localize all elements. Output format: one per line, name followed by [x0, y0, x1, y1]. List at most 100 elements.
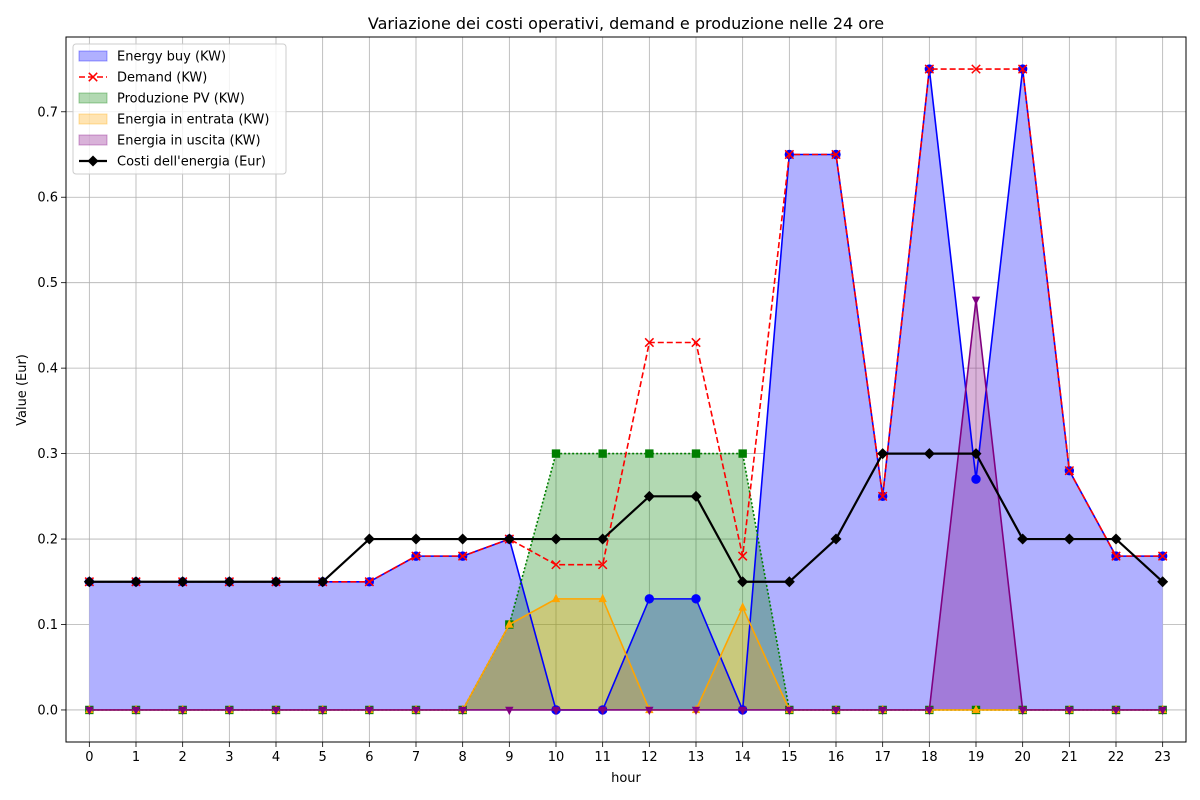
data-point	[505, 706, 514, 716]
x-tick-label: 18	[921, 750, 938, 765]
x-tick-label: 22	[1108, 750, 1125, 765]
y-axis: 0.0 0.1 0.2 0.3 0.4 0.5 0.6 0.7	[37, 105, 66, 718]
data-point	[737, 551, 748, 561]
data-point	[785, 706, 794, 716]
y-tick-label: 0.6	[37, 191, 58, 206]
data-point	[458, 706, 467, 716]
marker-x-stroke	[411, 551, 421, 561]
data-point	[411, 706, 421, 716]
data-point	[551, 559, 561, 570]
series-area	[89, 453, 1163, 710]
data-point	[691, 706, 701, 716]
x-tick-label: 16	[828, 750, 845, 765]
y-tick-label: 0.1	[37, 618, 58, 633]
data-point	[598, 593, 607, 603]
data-point	[317, 576, 329, 588]
marker-x-stroke	[831, 149, 841, 160]
marker-x-stroke	[364, 577, 375, 587]
data-point	[1111, 706, 1121, 716]
y-tick-label: 0.4	[37, 362, 58, 377]
data-point	[830, 533, 842, 545]
data-point	[878, 706, 887, 716]
data-point	[363, 533, 375, 545]
x-tick-label: 3	[225, 750, 233, 765]
x-tick-label: 6	[365, 750, 373, 765]
legend-item: Costi dell'energia (Eur)	[79, 155, 266, 170]
data-point	[410, 533, 422, 545]
marker-x-stroke	[1157, 551, 1168, 561]
data-point	[598, 706, 607, 716]
legend-label: Energy buy (KW)	[117, 50, 226, 65]
data-point	[1065, 706, 1074, 716]
marker-x-stroke	[877, 491, 888, 502]
legend-label: Produzione PV (KW)	[117, 92, 245, 107]
chart-title: Variazione dei costi operativi, demand e…	[368, 14, 884, 33]
data-point	[131, 706, 141, 716]
series-line	[89, 299, 1163, 711]
data-point	[223, 576, 235, 588]
x-tick-label: 4	[272, 750, 280, 765]
marker-x-stroke	[1017, 64, 1028, 74]
data-point	[1017, 533, 1029, 545]
legend-label: Costi dell'energia (Eur)	[117, 155, 266, 170]
x-tick-label: 12	[641, 750, 658, 765]
legend-item: Energy buy (KW)	[78, 50, 226, 65]
data-point	[551, 593, 561, 603]
legend: Energy buy (KW) Demand (KW) Produzione PV …	[72, 43, 287, 175]
legend-item: Energia in entrata (KW)	[78, 113, 269, 128]
legend-item: Demand (KW)	[79, 71, 207, 86]
marker-x-stroke	[551, 559, 561, 570]
x-tick-label: 7	[412, 750, 420, 765]
data-point	[644, 594, 655, 604]
data-point	[1018, 706, 1027, 716]
data-point	[738, 706, 747, 716]
data-point	[364, 577, 375, 587]
legend-marker	[88, 72, 98, 82]
data-point	[783, 576, 795, 588]
x-tick-label: 0	[85, 750, 93, 765]
legend-item: Energia in uscita (KW)	[78, 134, 261, 149]
series-area	[89, 69, 1163, 710]
data-point	[691, 449, 701, 458]
data-point	[831, 706, 841, 716]
data-point	[411, 551, 421, 561]
data-point	[457, 533, 469, 545]
data-point	[691, 594, 701, 604]
data-point	[271, 706, 281, 716]
legend-label: Energia in entrata (KW)	[117, 113, 269, 128]
data-point	[551, 706, 561, 716]
data-point	[178, 706, 187, 716]
data-point	[270, 576, 282, 588]
data-point	[971, 704, 981, 714]
data-point	[784, 149, 795, 160]
y-tick-label: 0.7	[37, 105, 58, 120]
data-point	[1064, 465, 1075, 476]
marker-x-stroke	[644, 337, 655, 348]
legend-swatch	[78, 92, 108, 104]
marker-x-stroke	[737, 551, 748, 561]
data-point	[877, 448, 889, 460]
marker-x-stroke	[457, 551, 468, 561]
marker-x-stroke	[924, 64, 935, 74]
legend-item: Produzione PV (KW)	[78, 92, 245, 107]
data-point	[1111, 551, 1121, 561]
data-point	[457, 551, 468, 561]
x-tick-label: 11	[594, 750, 611, 765]
data-point	[1063, 533, 1075, 545]
data-point	[1157, 576, 1169, 588]
data-point	[645, 706, 654, 716]
data-point	[690, 490, 702, 502]
data-point	[505, 619, 514, 628]
data-point	[551, 449, 561, 458]
x-tick-label: 20	[1014, 750, 1031, 765]
data-point	[1017, 64, 1028, 74]
x-tick-label: 14	[734, 750, 751, 765]
marker-x-stroke	[971, 64, 981, 74]
data-point	[877, 491, 888, 502]
data-point	[831, 149, 841, 160]
x-tick-label: 5	[319, 750, 327, 765]
data-point	[924, 64, 935, 74]
data-point	[597, 559, 608, 570]
plot-area	[83, 64, 1169, 716]
